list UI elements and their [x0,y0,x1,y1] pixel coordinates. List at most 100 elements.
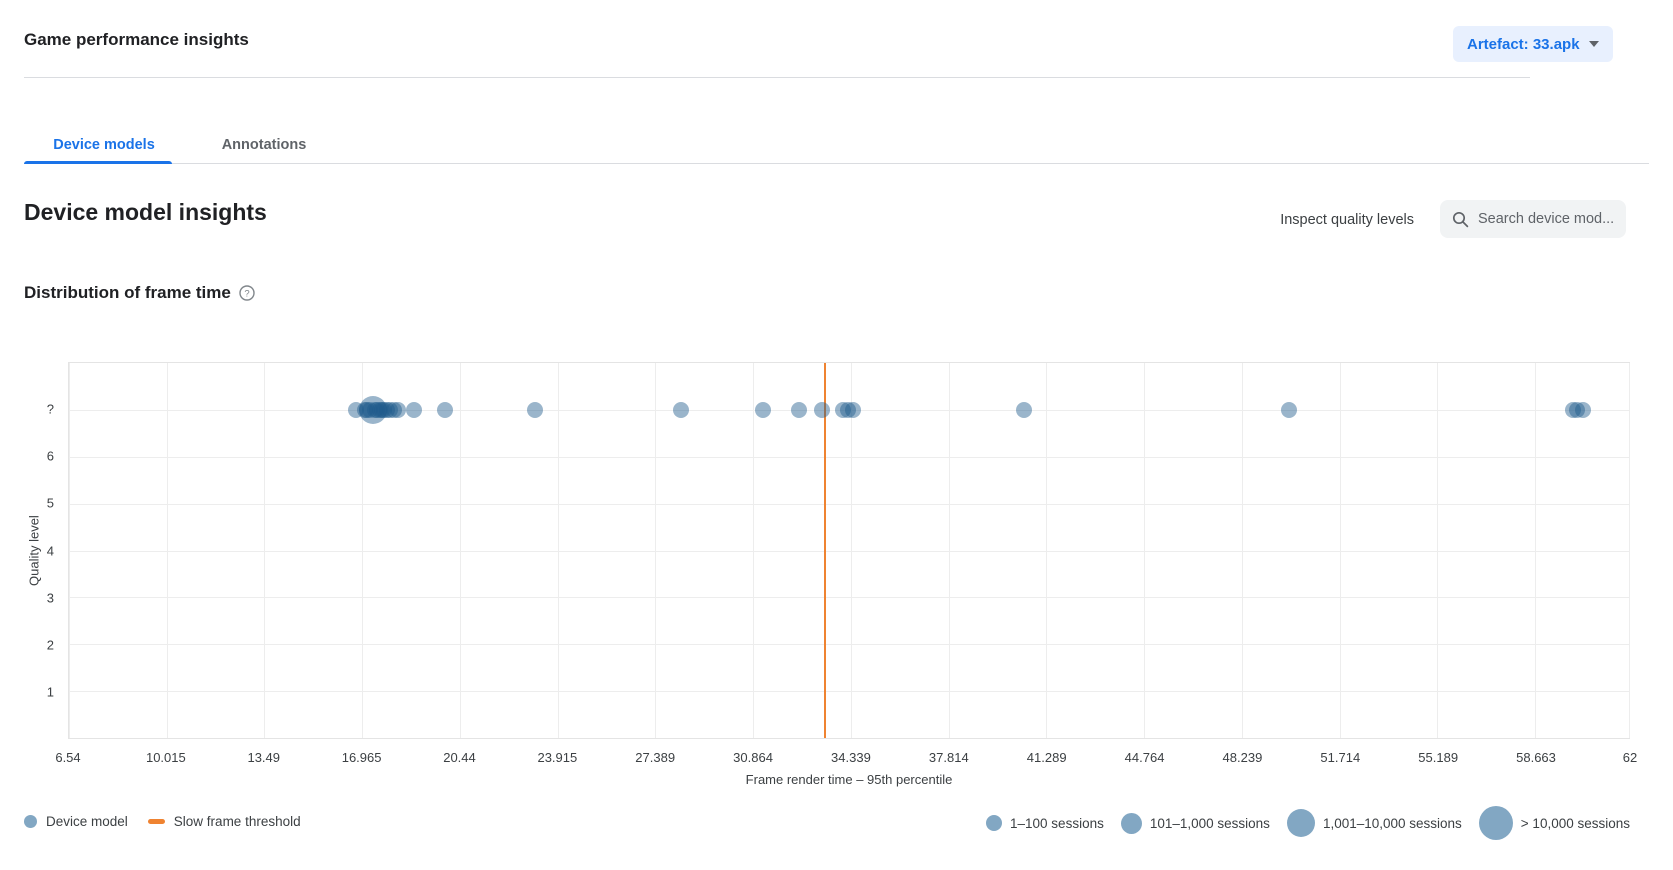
svg-text:?: ? [244,288,249,299]
legend-device-model: Device model [24,814,128,829]
data-point[interactable] [673,401,690,418]
data-point[interactable] [1016,401,1033,418]
chevron-down-icon [1588,41,1599,47]
section-title: Device model insights [24,199,267,225]
x-tick-label: 55.189 [1418,750,1459,765]
tab-bar: Device models Annotations [24,130,1649,164]
y-tick-label: 6 [46,448,54,464]
x-tick-label: 37.814 [928,750,969,765]
data-point[interactable] [405,401,422,418]
session-size-circle-icon [986,815,1003,831]
x-tick-label: 20.44 [443,750,476,765]
y-tick-label: 3 [46,590,54,606]
size-legend-label: 101–1,000 sessions [1149,815,1270,831]
x-tick-label: 62 [1622,750,1638,765]
x-tick-label: 58.663 [1516,750,1556,765]
data-point[interactable] [1574,401,1591,418]
y-gridline [69,644,1629,646]
threshold-dash-icon [147,818,165,824]
data-point[interactable] [386,401,403,418]
x-tick-label: 10.015 [145,750,186,765]
x-axis-title: Frame render time – 95th percentile [745,772,953,787]
y-gridline [69,597,1629,599]
chart-title: Distribution of frame time [24,283,231,302]
size-legend-label: 1,001–10,000 sessions [1322,815,1462,831]
legend-slow-frame-threshold: Slow frame threshold [147,813,301,829]
inspect-quality-levels-link[interactable]: Inspect quality levels [1280,212,1414,228]
data-point[interactable] [376,401,393,418]
y-tick-label: 1 [46,684,54,700]
data-point[interactable] [1568,401,1585,418]
search-input[interactable] [1478,211,1616,227]
y-tick-label: 2 [46,637,54,653]
legend-threshold-label: Slow frame threshold [173,813,301,829]
data-point[interactable] [1564,401,1581,418]
data-point[interactable] [369,401,386,418]
y-tick-label: 5 [46,495,54,511]
data-point[interactable] [390,401,407,418]
artefact-dropdown-button[interactable]: Artefact: 33.apk [1453,26,1613,62]
y-gridline [69,550,1629,552]
data-point[interactable] [371,401,388,418]
data-point[interactable] [381,401,398,418]
search-icon [1452,211,1469,227]
legend-device-model-label: Device model [46,813,128,829]
data-point[interactable] [754,401,771,418]
data-point[interactable] [844,401,861,418]
slow-frame-threshold-line [823,363,826,738]
data-point[interactable] [813,401,830,418]
plot-area [68,362,1630,739]
session-size-circle-icon [1478,806,1513,840]
x-tick-label: 30.864 [733,750,773,765]
data-point[interactable] [834,401,851,418]
y-gridline [69,409,1629,411]
data-point[interactable] [362,401,379,418]
artefact-dropdown-label: Artefact: 33.apk [1467,35,1580,53]
data-point[interactable] [359,395,388,424]
tab-device-models[interactable]: Device models [24,130,184,164]
session-size-circle-icon [1286,809,1315,837]
data-point[interactable] [379,401,396,418]
data-point[interactable] [791,401,808,418]
x-tick-labels: 6.54 10.015 13.49 16.965 20.44 23.915 27.389 30… [55,750,1637,766]
size-legend-label: > 10,000 sessions [1520,815,1630,831]
y-tick-label: ? [46,401,54,417]
data-point[interactable] [356,401,373,418]
x-tick-label: 27.389 [635,750,676,765]
chart-legend: Device model Slow frame threshold [24,806,301,836]
size-legend-item: 1,001–10,000 sessions [1286,809,1462,837]
device-model-dot-icon [24,814,37,828]
session-size-circle-icon [1120,812,1142,834]
x-tick-label: 6.54 [55,750,81,765]
y-gridline [69,691,1629,693]
data-point[interactable] [359,401,376,418]
tab-annotations[interactable]: Annotations [221,137,307,153]
x-tick-label: 13.49 [247,750,281,765]
session-size-legend: 1–100 sessions 101–1,000 sessions 1,001–10… [986,806,1630,840]
x-tick-label: 41.289 [1026,750,1067,765]
page-title: Game performance insights [24,30,249,49]
y-tick-label: 4 [46,543,54,558]
x-tick-label: 48.239 [1222,750,1263,765]
data-point[interactable] [367,401,384,418]
data-point[interactable] [1280,401,1297,418]
search-box[interactable] [1440,200,1626,238]
x-tick-label: 23.915 [537,750,578,765]
x-gridline [1629,363,1630,738]
help-icon[interactable]: ? [239,285,255,301]
x-tick-label: 51.714 [1320,750,1361,765]
size-legend-item: > 10,000 sessions [1478,806,1630,840]
y-gridline [69,503,1629,505]
data-point[interactable] [526,401,543,418]
data-point[interactable] [373,401,390,418]
header-divider [24,77,1530,78]
data-point[interactable] [840,401,857,418]
chart-title-row: Distribution of frame time ? [24,283,255,303]
x-tick-label: 16.965 [341,750,382,765]
size-legend-item: 101–1,000 sessions [1120,812,1270,834]
size-legend-item: 1–100 sessions [986,815,1104,831]
data-point[interactable] [348,401,365,418]
data-point[interactable] [436,401,453,418]
y-gridline [69,456,1629,458]
